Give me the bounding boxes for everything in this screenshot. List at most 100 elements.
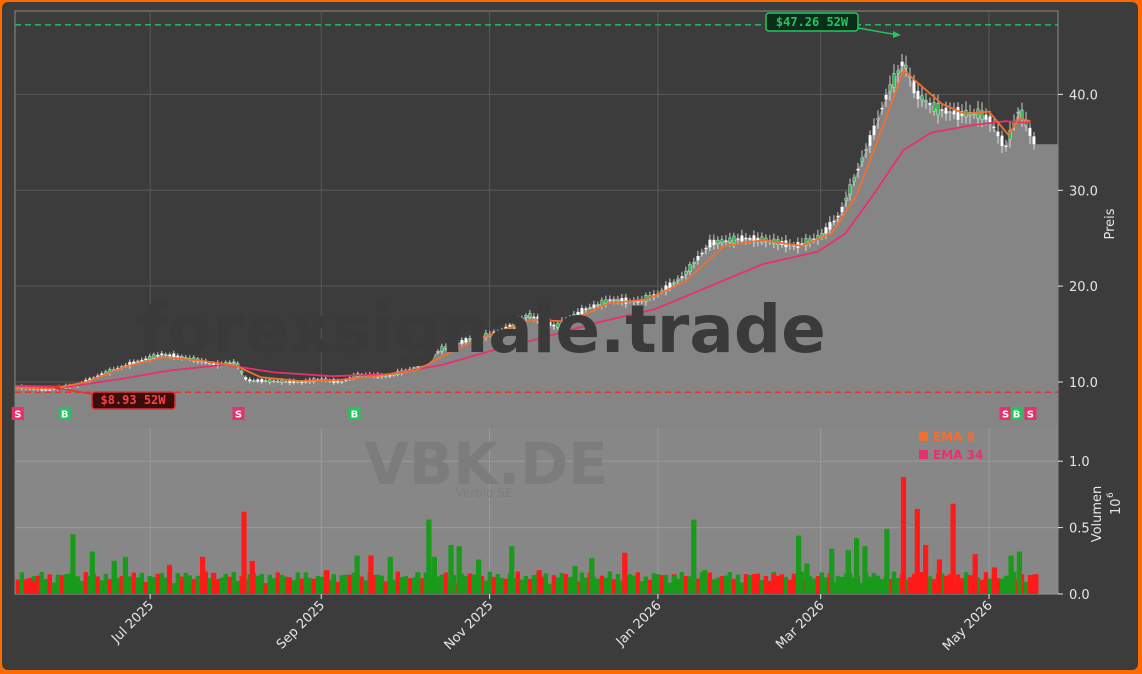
volume-bar <box>275 572 280 594</box>
candle-body <box>152 354 156 359</box>
volume-exponent-power: 6 <box>1106 492 1116 498</box>
volume-panel <box>14 427 1059 595</box>
candle-body <box>256 379 260 382</box>
candle-body <box>920 95 924 101</box>
candle-body <box>984 114 988 120</box>
volume-bar <box>719 576 725 594</box>
candle-body <box>556 322 560 328</box>
volume-tick-label-2: 1.0 <box>1069 455 1090 470</box>
52w-high-box <box>765 12 859 32</box>
candle-body <box>716 239 720 244</box>
candle-body <box>928 102 932 105</box>
volume-bar <box>327 579 332 594</box>
candle-body <box>424 359 428 362</box>
candle-body <box>176 355 180 358</box>
volume-bar <box>347 574 352 594</box>
volume-bar <box>95 576 100 594</box>
candle-body <box>688 264 692 272</box>
volume-bar-peak-34 <box>854 538 860 594</box>
volume-bar <box>151 577 156 594</box>
candle-body <box>724 240 728 242</box>
volume-bar <box>747 575 753 594</box>
volume-bar <box>107 579 112 594</box>
candle-body <box>140 359 144 362</box>
candle-body <box>676 278 680 281</box>
candle-body <box>148 356 152 360</box>
volume-bar-peak-35 <box>862 546 868 594</box>
volume-bar <box>955 574 961 594</box>
volume-bar-peak-43 <box>991 567 998 594</box>
volume-bar <box>523 576 529 594</box>
volume-bar <box>615 574 621 594</box>
volume-bar <box>443 572 449 594</box>
candle-body <box>548 322 552 326</box>
volume-bar <box>879 579 885 594</box>
candle-body <box>472 336 476 340</box>
volume-bar <box>835 575 841 594</box>
volume-bar <box>815 576 821 594</box>
volume-bar <box>335 581 340 594</box>
volume-bar <box>155 573 160 594</box>
volume-bar <box>375 574 380 594</box>
price-tick-label-3: 40.0 <box>1069 88 1098 103</box>
volume-bar <box>555 577 561 594</box>
volume-bar <box>463 575 469 594</box>
volume-bar <box>891 571 897 594</box>
volume-bar <box>295 572 300 594</box>
volume-bar <box>627 574 633 594</box>
volume-bar <box>399 577 404 594</box>
candle-body <box>936 102 940 116</box>
candle-body <box>880 107 884 110</box>
volume-bar <box>115 578 120 594</box>
volume-bar-peak-10 <box>285 578 291 594</box>
volume-bar <box>359 576 364 594</box>
volume-bar <box>451 575 457 594</box>
volume-bar <box>135 577 140 594</box>
volume-bar <box>467 573 473 594</box>
volume-bar <box>279 574 284 594</box>
volume-bar <box>379 575 384 594</box>
volume-bar <box>147 576 152 594</box>
candle-body <box>268 379 272 383</box>
candle-body <box>576 311 580 315</box>
price-axis-label: Preis <box>1103 208 1118 239</box>
x-tick-label-4: Mar 2026 <box>773 598 827 652</box>
volume-bar <box>83 572 88 594</box>
volume-bar <box>995 578 1001 594</box>
candle-body <box>284 381 288 383</box>
candle-body <box>976 108 980 119</box>
volume-bar <box>775 576 781 594</box>
volume-bar-peak-38 <box>914 509 920 594</box>
candle-body <box>992 126 996 129</box>
candle-body <box>252 380 256 382</box>
volume-bar <box>39 572 44 594</box>
52w-high-arrowhead <box>893 31 901 38</box>
candle-body <box>708 239 712 248</box>
volume-bar <box>515 571 521 594</box>
volume-bar <box>131 572 136 594</box>
52w-low-arrowhead <box>52 384 60 391</box>
candle-body <box>432 354 436 356</box>
volume-bar <box>315 575 320 594</box>
volume-bar <box>267 574 272 594</box>
candle-body <box>528 313 532 318</box>
volume-bar <box>311 578 316 594</box>
volume-bar <box>351 572 356 594</box>
volume-bar <box>871 572 877 594</box>
candle-body <box>836 215 840 218</box>
candle-body <box>156 354 160 357</box>
volume-bar <box>751 574 757 594</box>
volume-bar <box>127 576 132 594</box>
candle-body <box>948 110 952 113</box>
volume-bar <box>783 576 789 594</box>
candle-body <box>572 314 576 318</box>
candle-body <box>448 344 452 348</box>
volume-bar <box>731 578 737 594</box>
volume-bar <box>187 575 192 594</box>
volume-bar <box>395 571 400 594</box>
volume-bar <box>435 576 441 594</box>
volume-bar <box>819 572 825 594</box>
volume-bar <box>299 578 304 594</box>
volume-bar <box>163 577 168 594</box>
